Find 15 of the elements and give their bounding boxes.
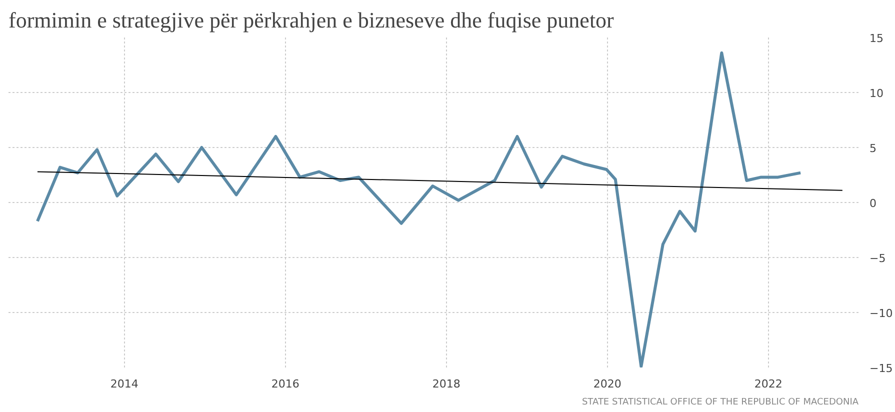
- x-tick-label: 2020: [593, 378, 622, 390]
- y-tick-label: −10: [870, 307, 893, 320]
- y-tick-label: 0: [870, 197, 876, 210]
- chart-title: formimin e strategjive për përkrahjen e bizneseve dhe fuqise punetor: [8, 8, 615, 32]
- y-tick-label: 15: [870, 32, 884, 45]
- text: STATE STATISTICAL OFFICE OF THE REPUBLIC OF MACEDONIA: [582, 398, 860, 408]
- x-tick-label: 2018: [432, 378, 460, 390]
- y-tick-label: 5: [870, 142, 876, 155]
- x-tick-label: 2014: [110, 378, 138, 390]
- x-tick-label: 2022: [754, 378, 782, 390]
- line-series: [36, 51, 802, 368]
- y-tick-label: −15: [870, 362, 893, 375]
- y-tick-label: −5: [870, 252, 886, 265]
- x-tick-label: 2016: [271, 378, 300, 390]
- y-tick-label: 10: [870, 87, 884, 100]
